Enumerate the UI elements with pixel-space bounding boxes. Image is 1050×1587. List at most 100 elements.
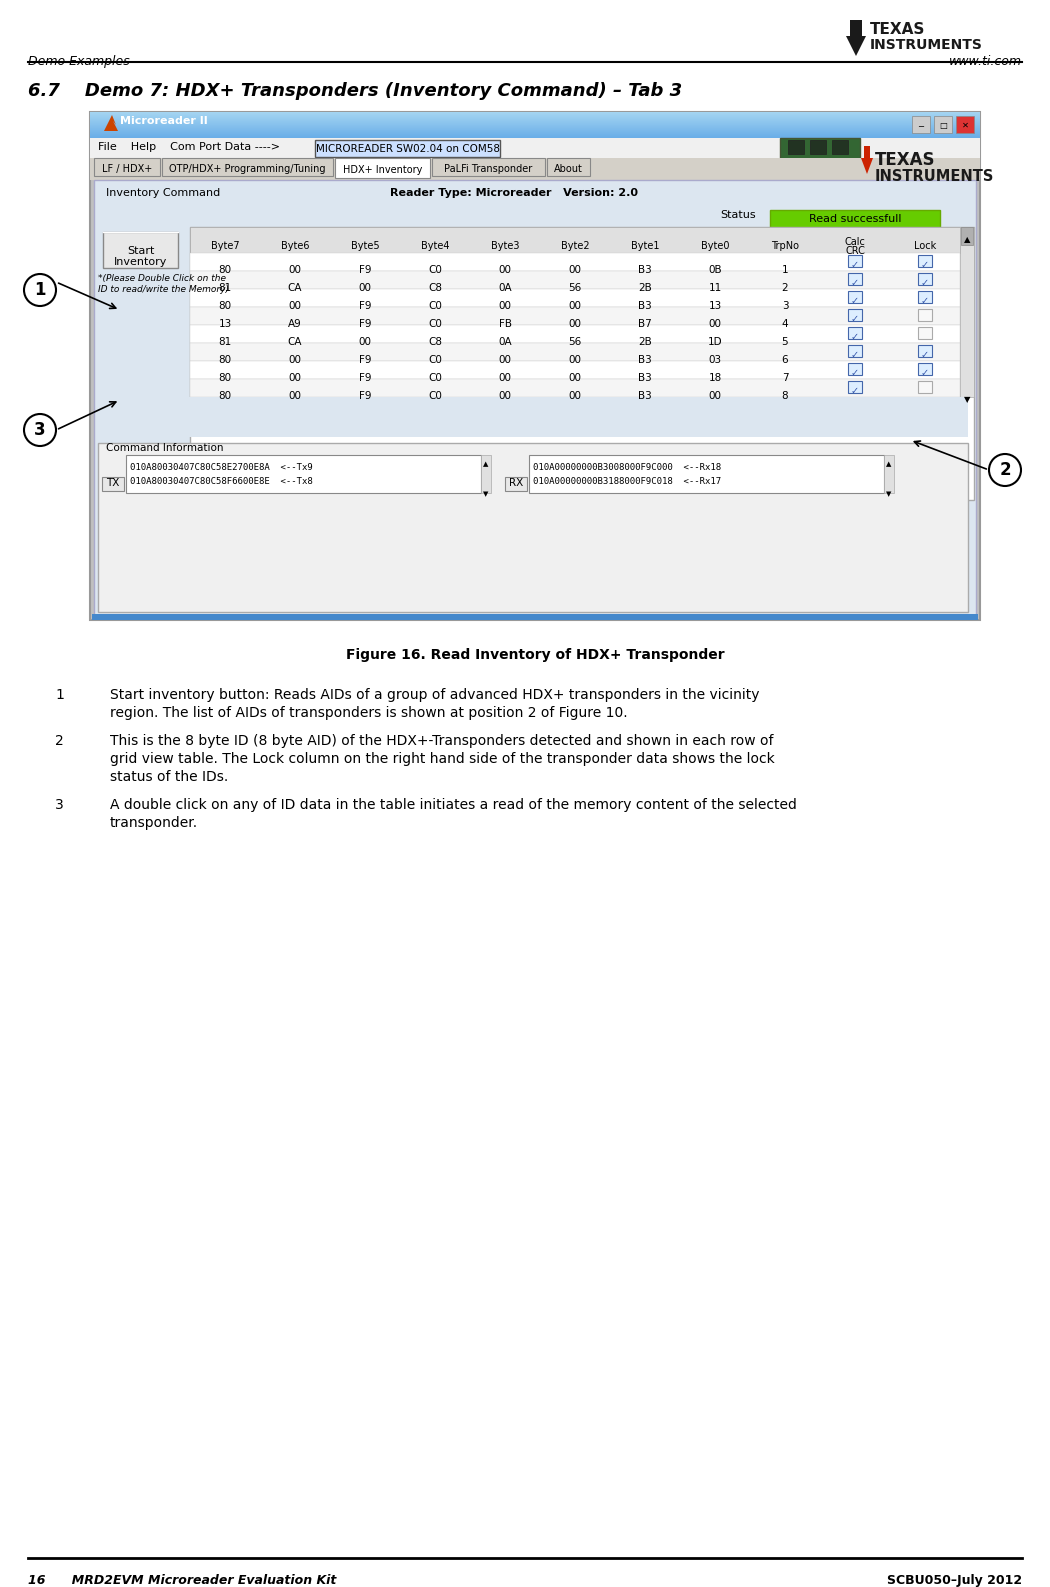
FancyBboxPatch shape <box>126 455 481 494</box>
Text: ✓: ✓ <box>850 368 859 378</box>
Text: 6.7    Demo 7: HDX+ Transponders (Inventory Command) – Tab 3: 6.7 Demo 7: HDX+ Transponders (Inventory… <box>28 83 682 100</box>
Text: 00: 00 <box>568 265 582 275</box>
Text: 81: 81 <box>218 336 232 348</box>
Text: transponder.: transponder. <box>110 816 198 830</box>
FancyBboxPatch shape <box>505 478 527 490</box>
FancyBboxPatch shape <box>547 159 590 176</box>
Text: C8: C8 <box>428 282 442 294</box>
Text: F9: F9 <box>359 319 372 329</box>
FancyBboxPatch shape <box>918 344 932 357</box>
Text: 2B: 2B <box>638 336 652 348</box>
FancyBboxPatch shape <box>848 273 862 286</box>
FancyBboxPatch shape <box>848 290 862 303</box>
FancyBboxPatch shape <box>918 273 932 286</box>
Text: ▲: ▲ <box>964 235 970 244</box>
FancyBboxPatch shape <box>832 140 848 154</box>
Text: 0A: 0A <box>498 336 511 348</box>
Text: Byte6: Byte6 <box>280 241 310 251</box>
Text: Byte7: Byte7 <box>211 241 239 251</box>
FancyBboxPatch shape <box>103 232 178 268</box>
Text: B7: B7 <box>638 319 652 329</box>
Text: 3: 3 <box>35 421 46 440</box>
FancyBboxPatch shape <box>190 360 960 379</box>
FancyBboxPatch shape <box>780 138 860 197</box>
Text: C0: C0 <box>428 302 442 311</box>
FancyBboxPatch shape <box>848 381 862 394</box>
Text: TrpNo: TrpNo <box>771 241 799 251</box>
Text: 010A00000000B3188000F9C018  <--Rx17: 010A00000000B3188000F9C018 <--Rx17 <box>533 478 721 486</box>
Text: MICROREADER SW02.04 on COM58: MICROREADER SW02.04 on COM58 <box>315 144 500 154</box>
Text: HDX+ Inventory: HDX+ Inventory <box>342 165 422 175</box>
Text: F9: F9 <box>359 355 372 365</box>
FancyBboxPatch shape <box>848 309 862 321</box>
Text: ▼: ▼ <box>964 395 970 405</box>
FancyBboxPatch shape <box>190 227 960 252</box>
Text: 010A80030407C80C58E2700E8A  <--Tx9: 010A80030407C80C58E2700E8A <--Tx9 <box>130 463 313 471</box>
Text: 00: 00 <box>499 355 511 365</box>
Text: 56: 56 <box>568 282 582 294</box>
FancyBboxPatch shape <box>90 113 980 621</box>
Text: Inventory: Inventory <box>113 257 167 267</box>
Text: C8: C8 <box>428 336 442 348</box>
Text: RX: RX <box>509 478 523 487</box>
Text: F9: F9 <box>359 302 372 311</box>
FancyBboxPatch shape <box>788 162 804 176</box>
Text: 00: 00 <box>568 373 582 382</box>
Text: CRC: CRC <box>845 246 865 256</box>
Text: ✓: ✓ <box>850 278 859 287</box>
Text: 5: 5 <box>781 336 789 348</box>
Text: B3: B3 <box>638 390 652 402</box>
Text: □: □ <box>939 121 947 130</box>
Text: F9: F9 <box>359 390 372 402</box>
Text: ─: ─ <box>919 121 924 130</box>
Text: 80: 80 <box>218 265 232 275</box>
Text: 00: 00 <box>709 390 721 402</box>
Text: ✓: ✓ <box>850 332 859 343</box>
Circle shape <box>24 414 56 446</box>
Text: 010A80030407C80C58F6600E8E  <--Tx8: 010A80030407C80C58F6600E8E <--Tx8 <box>130 478 313 486</box>
Text: 2: 2 <box>55 735 64 747</box>
Text: 6: 6 <box>781 355 789 365</box>
Text: 00: 00 <box>499 265 511 275</box>
Circle shape <box>989 454 1021 486</box>
Text: 56: 56 <box>568 336 582 348</box>
Text: 0A: 0A <box>498 282 511 294</box>
FancyBboxPatch shape <box>770 209 940 229</box>
FancyBboxPatch shape <box>94 179 977 616</box>
Text: Start: Start <box>127 246 154 256</box>
Text: C0: C0 <box>428 390 442 402</box>
Text: 2: 2 <box>781 282 789 294</box>
FancyBboxPatch shape <box>315 140 500 157</box>
Text: 11: 11 <box>709 282 721 294</box>
Text: Inventory Command: Inventory Command <box>106 187 220 198</box>
FancyBboxPatch shape <box>190 252 960 271</box>
Text: 4: 4 <box>781 319 789 329</box>
FancyBboxPatch shape <box>848 363 862 375</box>
Text: CA: CA <box>288 336 302 348</box>
FancyBboxPatch shape <box>918 327 932 340</box>
Text: ✕: ✕ <box>962 121 968 130</box>
FancyBboxPatch shape <box>788 140 804 154</box>
FancyBboxPatch shape <box>960 227 974 397</box>
Text: 00: 00 <box>289 265 301 275</box>
Polygon shape <box>846 21 866 56</box>
Text: 80: 80 <box>218 390 232 402</box>
Text: ID to read/write the Memory): ID to read/write the Memory) <box>98 286 229 294</box>
FancyBboxPatch shape <box>98 443 968 613</box>
FancyBboxPatch shape <box>162 159 333 176</box>
FancyBboxPatch shape <box>810 162 826 176</box>
Text: 16      MRD2EVM Microreader Evaluation Kit: 16 MRD2EVM Microreader Evaluation Kit <box>28 1574 336 1587</box>
Text: B3: B3 <box>638 265 652 275</box>
Text: C0: C0 <box>428 373 442 382</box>
Text: 7: 7 <box>781 373 789 382</box>
Text: Start inventory button: Reads AIDs of a group of advanced HDX+ transponders in t: Start inventory button: Reads AIDs of a … <box>110 689 759 701</box>
Text: ✓: ✓ <box>921 368 929 378</box>
FancyBboxPatch shape <box>848 256 862 267</box>
FancyBboxPatch shape <box>190 289 960 306</box>
Text: 3: 3 <box>781 302 789 311</box>
Text: 18: 18 <box>709 373 721 382</box>
Text: B3: B3 <box>638 302 652 311</box>
Text: Demo Examples: Demo Examples <box>28 56 130 68</box>
Text: FB: FB <box>499 319 511 329</box>
Text: F9: F9 <box>359 373 372 382</box>
